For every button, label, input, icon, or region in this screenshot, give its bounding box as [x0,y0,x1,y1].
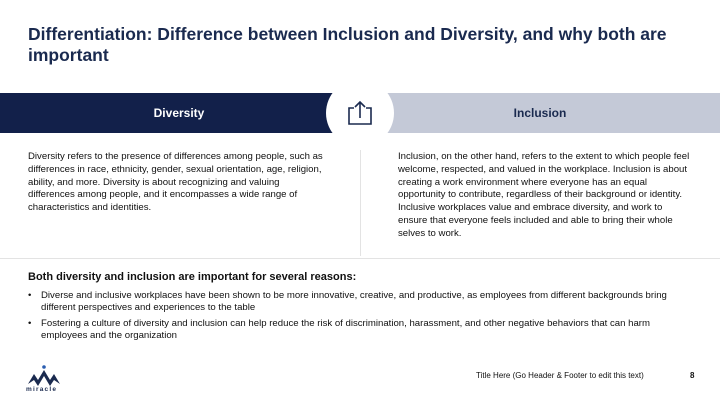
slide-title: Differentiation: Difference between Incl… [28,24,667,65]
inclusion-header-band: Inclusion [360,93,720,133]
page-number: 8 [690,371,695,380]
share-upload-icon [348,100,372,125]
diversity-header-band: Diversity [0,93,360,133]
diversity-description: Diversity refers to the presence of diff… [28,151,323,214]
reasons-section: Both diversity and inclusion are importa… [0,258,720,350]
footer-text: Title Here (Go Header & Footer to edit t… [476,371,644,380]
reasons-heading: Both diversity and inclusion are importa… [28,271,357,283]
list-item: • Diverse and inclusive workplaces have … [28,290,688,314]
bullet: • [28,318,32,329]
center-icon-circle [326,79,394,147]
logo-text: miracle [26,386,58,393]
inclusion-description: Inclusion, on the other hand, refers to … [398,151,690,239]
inclusion-label: Inclusion [513,106,567,120]
reason-text: Fostering a culture of diversity and inc… [41,318,650,341]
column-divider [360,150,361,256]
list-item: • Fostering a culture of diversity and i… [28,318,688,342]
miracle-logo-icon [28,365,60,386]
diversity-label: Diversity [153,106,205,120]
reasons-list: • Diverse and inclusive workplaces have … [28,290,688,346]
bullet: • [28,290,32,301]
reason-text: Diverse and inclusive workplaces have be… [41,290,667,313]
